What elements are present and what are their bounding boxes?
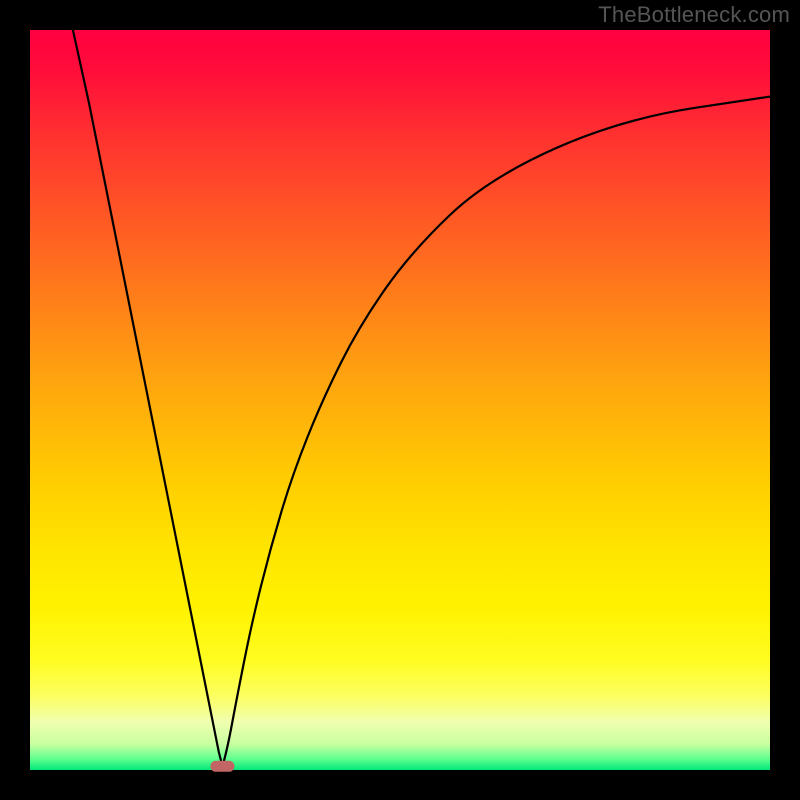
chart-svg	[0, 0, 800, 800]
minimum-marker	[210, 761, 234, 772]
plot-area	[0, 0, 800, 800]
watermark-text: TheBottleneck.com	[598, 2, 790, 28]
chart-container: TheBottleneck.com	[0, 0, 800, 800]
